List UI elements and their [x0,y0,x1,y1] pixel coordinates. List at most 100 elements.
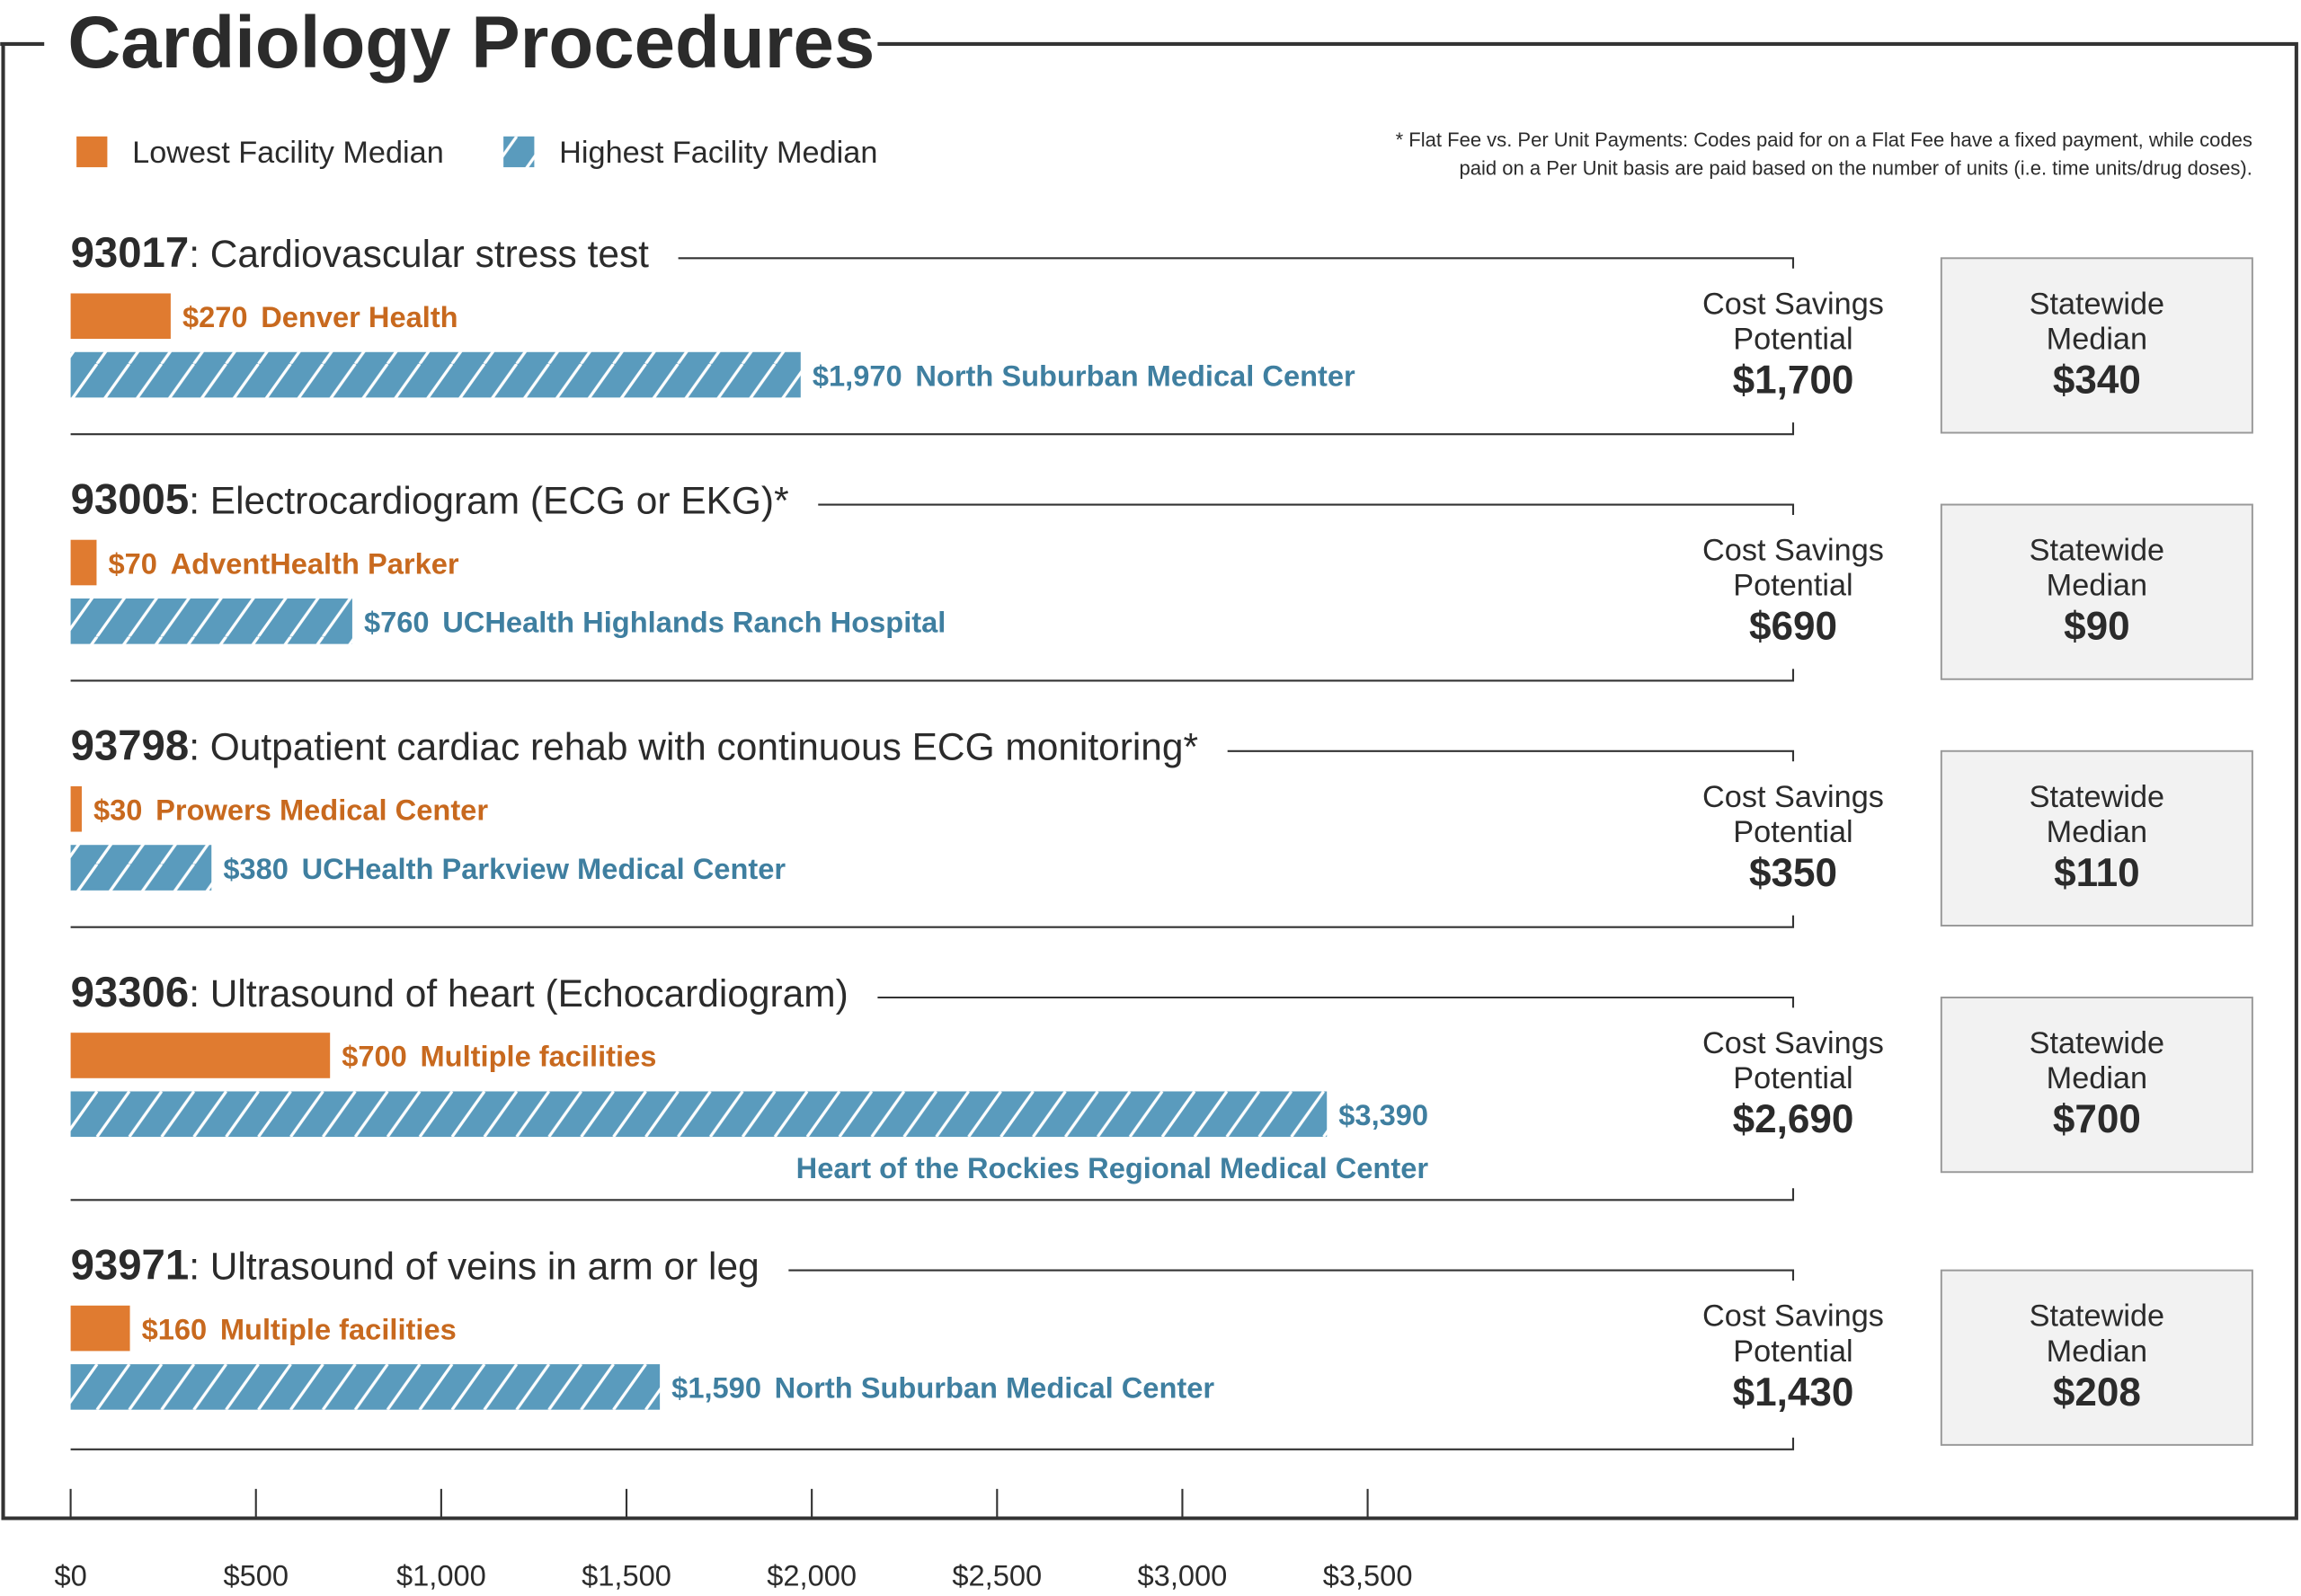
facility-label: Multiple facilities [220,1312,457,1345]
statewide-title: Statewide [2030,534,2164,568]
bracket [70,257,1795,436]
x-tick-label: $2,000 [767,1559,857,1592]
procedure-description: : Ultrasound of veins in arm or leg [189,1245,759,1287]
x-tick-label: $500 [223,1559,289,1592]
savings-value: $690 [1749,605,1837,649]
savings-value: $1,700 [1733,358,1854,402]
facility-label: Heart of the Rockies Regional Medical Ce… [796,1151,1429,1184]
savings-title: Potential [1733,569,1852,603]
facility-label: Prowers Medical Center [155,793,488,826]
x-tick-label: $3,000 [1138,1559,1228,1592]
savings-value: $350 [1749,851,1837,895]
bar [70,1364,661,1410]
legend-label: Lowest Facility Median [132,136,444,170]
statewide-title: Statewide [2030,1299,2164,1334]
bracket [70,1269,1795,1450]
statewide-value: $700 [2053,1097,2141,1141]
procedure-header: 93017: Cardiovascular stress test [71,229,650,277]
value-label: $30 [93,793,142,826]
frame [0,41,2298,1521]
procedure-code: 93017 [71,229,190,277]
facility-label: North Suburban Medical Center [915,359,1355,392]
x-tick-label: $0 [54,1559,86,1592]
savings-value: $1,430 [1733,1370,1854,1414]
statewide-title: Median [2047,815,2147,849]
x-tick-label: $3,500 [1323,1559,1413,1592]
statewide-title: Statewide [2030,780,2164,814]
statewide-title: Median [2047,323,2147,357]
statewide-box [1940,749,2253,927]
facility-label: UCHealth Highlands Ranch Hospital [442,606,946,639]
procedure-header: 93971: Ultrasound of veins in arm or leg [71,1241,760,1289]
statewide-title: Median [2047,1061,2147,1095]
procedure-header: 93005: Electrocardiogram (ECG or EKG)* [71,475,789,523]
procedure-header: 93798: Outpatient cardiac rehab with con… [71,723,1198,770]
chart-title: Cardiology Procedures [67,2,875,84]
statewide-title: Median [2047,1334,2147,1369]
facility-label: North Suburban Medical Center [775,1371,1215,1405]
savings-title: Cost Savings [1702,1026,1884,1060]
savings-title: Cost Savings [1702,287,1884,321]
bar [70,1033,331,1078]
savings-value: $2,690 [1733,1097,1854,1141]
bar [70,598,352,644]
procedure-code: 93005 [71,475,190,523]
savings-title: Cost Savings [1702,780,1884,814]
value-label: $380 [223,852,289,885]
x-tick-label: $2,500 [952,1559,1042,1592]
value-label: $160 [142,1312,208,1345]
bar [70,539,97,586]
bar [70,1091,1328,1138]
value-label: $1,970 [813,359,902,392]
savings-title: Potential [1733,815,1852,849]
legend-label: Highest Facility Median [559,136,877,170]
value-label: $1,590 [671,1371,761,1405]
value-label: $3,390 [1338,1098,1428,1131]
bar [70,845,212,891]
statewide-box [1940,1269,2253,1446]
x-tick-label: $1,000 [396,1559,486,1592]
bracket [70,996,1795,1201]
value-label: $70 [109,546,157,580]
statewide-value: $340 [2053,358,2141,402]
statewide-title: Median [2047,569,2147,603]
facility-label: Denver Health [261,300,458,333]
value-label: $700 [342,1040,407,1073]
bracket [70,503,1795,682]
bar [70,1305,130,1352]
procedure-description: : Cardiovascular stress test [189,233,649,275]
procedure-header: 93306: Ultrasound of heart (Echocardiogr… [71,969,848,1016]
x-tick-label: $1,500 [582,1559,671,1592]
statewide-title: Statewide [2030,1026,2164,1060]
savings-title: Cost Savings [1702,534,1884,568]
bar [70,785,82,832]
savings-title: Potential [1733,1334,1852,1369]
savings-title: Cost Savings [1702,1299,1884,1334]
statewide-value: $90 [2064,605,2130,649]
savings-title: Potential [1733,323,1852,357]
facility-label: UCHealth Parkview Medical Center [302,852,786,885]
procedure-description: : Outpatient cardiac rehab with continuo… [189,726,1198,768]
procedure-description: : Ultrasound of heart (Echocardiogram) [189,972,848,1015]
procedure-code: 93306 [71,969,190,1016]
procedure-description: : Electrocardiogram (ECG or EKG)* [189,479,788,521]
footnote: * Flat Fee vs. Per Unit Payments: Codes … [1396,129,2252,151]
value-label: $270 [182,300,248,333]
legend-swatch [503,136,535,168]
value-label: $760 [364,606,430,639]
statewide-box [1940,257,2253,434]
savings-title: Potential [1733,1061,1852,1095]
statewide-box [1940,503,2253,680]
bar [70,351,801,398]
statewide-value: $208 [2053,1370,2141,1414]
procedure-code: 93971 [71,1241,190,1289]
bracket [70,749,1795,928]
statewide-title: Statewide [2030,287,2164,321]
statewide-value: $110 [2054,851,2140,895]
facility-label: AdventHealth Parker [171,546,459,580]
footnote: paid on a Per Unit basis are paid based … [1460,156,2252,179]
facility-label: Multiple facilities [421,1040,657,1073]
statewide-box [1940,997,2253,1174]
